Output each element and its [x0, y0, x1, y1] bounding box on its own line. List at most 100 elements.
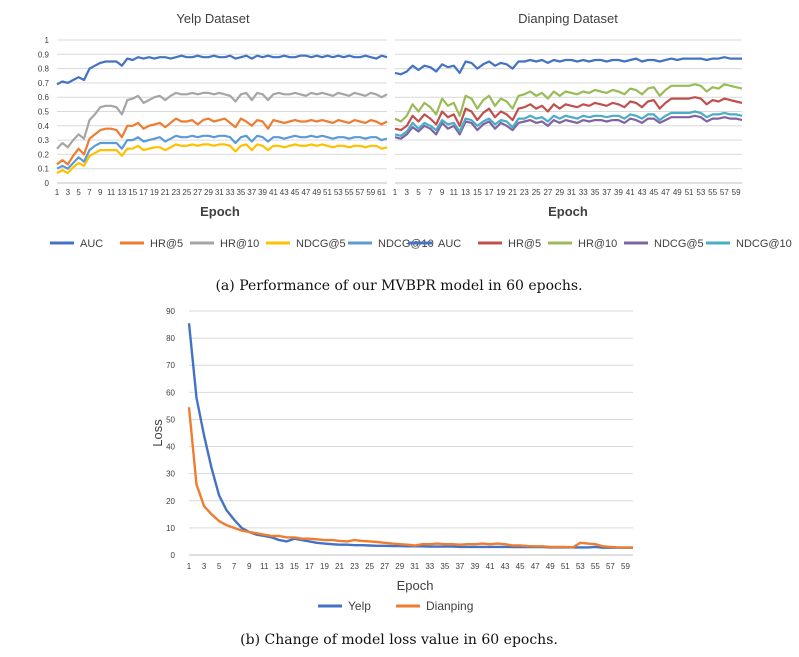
- loss-legend: Yelp Dianping: [318, 599, 473, 613]
- yelp-y-tick-label: 0.7: [38, 79, 50, 88]
- yelp-x-tick-label: 15: [128, 188, 137, 197]
- yelp-y-tick-label: 0.4: [38, 122, 50, 131]
- dianping-series-lines: [394, 56, 743, 140]
- yelp-x-tick-label: 33: [226, 188, 235, 197]
- dianping-chart: Dianping Dataset 1 3 5 7 9 11 13 15 17 19 21 23 25 27…: [393, 11, 792, 250]
- loss-y-axis-label: Loss: [150, 419, 165, 447]
- dianping-gridlines: [395, 39, 742, 184]
- loss-y-tick-label: 60: [166, 388, 175, 397]
- loss-y-tick-label: 40: [166, 443, 175, 452]
- loss-x-tick-label: 31: [410, 562, 419, 571]
- legend-label: Dianping: [426, 599, 473, 613]
- dp-x-tick-label: 53: [696, 188, 705, 197]
- loss-y-tick-label: 10: [166, 524, 175, 533]
- dp-x-tick-label: 17: [485, 188, 494, 197]
- yelp-x-tick-label: 61: [377, 188, 386, 197]
- dp-series-line-ndcg-10: [394, 110, 743, 137]
- dp-x-tick-label: 9: [440, 188, 445, 197]
- dp-series-line-hr-10: [394, 83, 743, 123]
- yelp-x-tick-label: 57: [355, 188, 364, 197]
- dp-x-tick-label: 43: [638, 188, 647, 197]
- legend-label: NDCG@5: [654, 238, 704, 250]
- yelp-x-tick-label: 41: [269, 188, 278, 197]
- loss-x-tick-label: 19: [320, 562, 329, 571]
- yelp-x-tick-label: 45: [291, 188, 300, 197]
- yelp-x-tick-label: 27: [193, 188, 202, 197]
- dp-series-line-auc: [394, 56, 742, 76]
- yelp-x-tick-label: 1: [55, 188, 60, 197]
- dp-series-line-ndcg-5: [394, 114, 743, 140]
- yelp-x-tick-label: 25: [182, 188, 191, 197]
- dp-x-tick-label: 27: [543, 188, 552, 197]
- yelp-x-tick-label: 9: [98, 188, 103, 197]
- dianping-chart-title: Dianping Dataset: [518, 11, 618, 26]
- legend-label: HR@10: [220, 238, 259, 250]
- loss-series-line-dianping: [187, 407, 633, 549]
- loss-x-tick-label: 11: [260, 562, 269, 571]
- yelp-x-tick-label: 51: [323, 188, 332, 197]
- loss-x-tick-label: 9: [247, 562, 252, 571]
- dp-x-tick-label: 47: [661, 188, 670, 197]
- legend-label: HR@5: [508, 238, 541, 250]
- yelp-gridlines: [57, 39, 387, 184]
- dp-x-tick-label: 45: [649, 188, 658, 197]
- dp-x-tick-label: 57: [720, 188, 729, 197]
- dp-x-tick-label: 7: [428, 188, 433, 197]
- loss-x-tick-label: 3: [202, 562, 207, 571]
- yelp-chart: Yelp Dataset 0 0.1 0.2 0.3 0.4 0.5 0.6 0.7 0.8 0.…: [38, 11, 434, 250]
- loss-y-tick-labels: 0 10 20 30 40 50 60 70 80 90: [166, 307, 175, 560]
- loss-x-tick-label: 15: [290, 562, 299, 571]
- dp-x-tick-label: 55: [708, 188, 717, 197]
- loss-series-line-yelp: [187, 323, 633, 549]
- yelp-x-tick-label: 31: [215, 188, 224, 197]
- legend-label: AUC: [80, 238, 103, 250]
- loss-x-tick-label: 51: [561, 562, 570, 571]
- panel-b-caption: (b) Change of model loss value in 60 epo…: [240, 632, 558, 648]
- loss-x-tick-label: 43: [501, 562, 510, 571]
- panel-a-caption: (a) Performance of our MVBPR model in 60…: [215, 278, 582, 294]
- loss-x-tick-label: 29: [395, 562, 404, 571]
- yelp-x-tick-label: 47: [301, 188, 310, 197]
- loss-x-tick-label: 23: [350, 562, 359, 571]
- loss-x-tick-label: 49: [546, 562, 555, 571]
- yelp-chart-title: Yelp Dataset: [176, 11, 250, 26]
- yelp-x-tick-label: 5: [76, 188, 81, 197]
- yelp-series-line-auc: [56, 54, 388, 86]
- yelp-y-tick-label: 0.2: [38, 150, 50, 159]
- dp-series-line-hr-5: [394, 96, 743, 132]
- dp-x-tick-label: 13: [461, 188, 470, 197]
- loss-y-tick-label: 90: [166, 307, 175, 316]
- yelp-x-tick-label: 29: [204, 188, 213, 197]
- dp-x-tick-label: 29: [555, 188, 564, 197]
- yelp-x-tick-label: 21: [161, 188, 170, 197]
- dp-x-tick-label: 33: [579, 188, 588, 197]
- loss-x-tick-label: 41: [486, 562, 495, 571]
- yelp-x-tick-label: 3: [66, 188, 71, 197]
- loss-x-tick-label: 55: [591, 562, 600, 571]
- dp-x-tick-label: 49: [673, 188, 682, 197]
- loss-x-tick-label: 27: [380, 562, 389, 571]
- yelp-series-line-ndcg-10: [56, 134, 388, 170]
- loss-y-tick-label: 50: [166, 415, 175, 424]
- loss-x-axis-label: Epoch: [397, 578, 434, 593]
- yelp-series-lines: [56, 54, 388, 175]
- yelp-x-tick-label: 49: [312, 188, 321, 197]
- dp-x-tick-label: 21: [508, 188, 517, 197]
- dp-x-tick-label: 3: [405, 188, 410, 197]
- dp-x-tick-label: 35: [591, 188, 600, 197]
- loss-x-tick-label: 57: [606, 562, 615, 571]
- loss-gridlines: [189, 310, 633, 556]
- yelp-x-tick-label: 39: [258, 188, 267, 197]
- dp-x-tick-label: 15: [473, 188, 482, 197]
- yelp-y-tick-label: 0.1: [38, 165, 50, 174]
- dp-x-tick-label: 23: [520, 188, 529, 197]
- loss-y-tick-label: 0: [171, 551, 176, 560]
- yelp-x-tick-label: 37: [247, 188, 256, 197]
- yelp-y-tick-labels: 0 0.1 0.2 0.3 0.4 0.5 0.6 0.7 0.8 0.9 1: [38, 36, 50, 188]
- legend-label: HR@5: [150, 238, 183, 250]
- yelp-x-tick-label: 35: [236, 188, 245, 197]
- dp-x-tick-label: 41: [626, 188, 635, 197]
- loss-y-tick-label: 80: [166, 334, 175, 343]
